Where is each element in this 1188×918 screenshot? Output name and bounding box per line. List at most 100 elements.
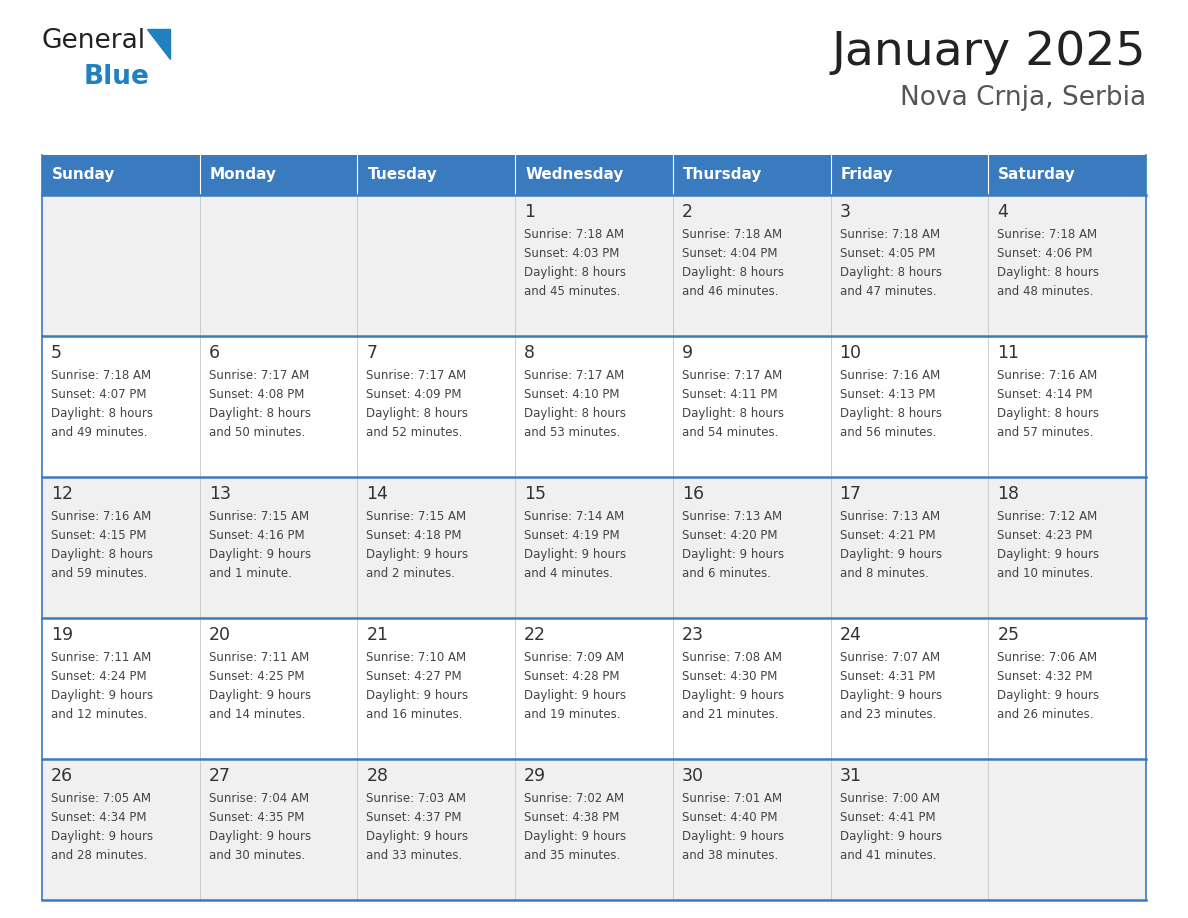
Text: 12: 12 xyxy=(51,485,72,503)
Text: Nova Crnja, Serbia: Nova Crnja, Serbia xyxy=(899,85,1146,111)
Text: 21: 21 xyxy=(366,626,388,644)
Bar xyxy=(830,477,988,618)
Text: General: General xyxy=(42,28,146,54)
Bar xyxy=(200,477,358,618)
Text: Sunrise: 7:18 AM
Sunset: 4:06 PM
Daylight: 8 hours
and 48 minutes.: Sunrise: 7:18 AM Sunset: 4:06 PM Dayligh… xyxy=(997,228,1099,298)
Bar xyxy=(200,618,358,759)
Bar xyxy=(672,759,830,900)
Bar xyxy=(672,195,830,336)
Bar xyxy=(42,759,200,900)
Text: Sunrise: 7:16 AM
Sunset: 4:15 PM
Daylight: 8 hours
and 59 minutes.: Sunrise: 7:16 AM Sunset: 4:15 PM Dayligh… xyxy=(51,510,153,580)
Text: 31: 31 xyxy=(840,767,861,785)
Text: 19: 19 xyxy=(51,626,74,644)
Text: Saturday: Saturday xyxy=(998,167,1076,183)
Text: 23: 23 xyxy=(682,626,703,644)
Bar xyxy=(516,155,672,195)
Text: Sunrise: 7:17 AM
Sunset: 4:09 PM
Daylight: 8 hours
and 52 minutes.: Sunrise: 7:17 AM Sunset: 4:09 PM Dayligh… xyxy=(366,369,468,439)
Bar xyxy=(988,195,1146,336)
Text: Sunrise: 7:18 AM
Sunset: 4:03 PM
Daylight: 8 hours
and 45 minutes.: Sunrise: 7:18 AM Sunset: 4:03 PM Dayligh… xyxy=(524,228,626,298)
Text: Sunrise: 7:11 AM
Sunset: 4:25 PM
Daylight: 9 hours
and 14 minutes.: Sunrise: 7:11 AM Sunset: 4:25 PM Dayligh… xyxy=(209,651,311,721)
Text: 8: 8 xyxy=(524,344,535,362)
Text: 16: 16 xyxy=(682,485,704,503)
Text: Sunrise: 7:18 AM
Sunset: 4:07 PM
Daylight: 8 hours
and 49 minutes.: Sunrise: 7:18 AM Sunset: 4:07 PM Dayligh… xyxy=(51,369,153,439)
Text: Sunrise: 7:12 AM
Sunset: 4:23 PM
Daylight: 9 hours
and 10 minutes.: Sunrise: 7:12 AM Sunset: 4:23 PM Dayligh… xyxy=(997,510,1099,580)
Text: Tuesday: Tuesday xyxy=(367,167,437,183)
Text: 15: 15 xyxy=(524,485,546,503)
Text: Sunrise: 7:15 AM
Sunset: 4:18 PM
Daylight: 9 hours
and 2 minutes.: Sunrise: 7:15 AM Sunset: 4:18 PM Dayligh… xyxy=(366,510,468,580)
Text: 3: 3 xyxy=(840,203,851,221)
Bar xyxy=(988,155,1146,195)
Text: Sunrise: 7:02 AM
Sunset: 4:38 PM
Daylight: 9 hours
and 35 minutes.: Sunrise: 7:02 AM Sunset: 4:38 PM Dayligh… xyxy=(524,792,626,862)
Bar xyxy=(516,618,672,759)
Bar xyxy=(672,618,830,759)
Text: January 2025: January 2025 xyxy=(832,30,1146,75)
Text: 30: 30 xyxy=(682,767,703,785)
Text: 9: 9 xyxy=(682,344,693,362)
Text: Sunrise: 7:17 AM
Sunset: 4:08 PM
Daylight: 8 hours
and 50 minutes.: Sunrise: 7:17 AM Sunset: 4:08 PM Dayligh… xyxy=(209,369,311,439)
Text: 1: 1 xyxy=(524,203,535,221)
Text: Sunrise: 7:06 AM
Sunset: 4:32 PM
Daylight: 9 hours
and 26 minutes.: Sunrise: 7:06 AM Sunset: 4:32 PM Dayligh… xyxy=(997,651,1099,721)
Bar xyxy=(516,477,672,618)
Text: Sunrise: 7:13 AM
Sunset: 4:21 PM
Daylight: 9 hours
and 8 minutes.: Sunrise: 7:13 AM Sunset: 4:21 PM Dayligh… xyxy=(840,510,942,580)
Text: Sunrise: 7:10 AM
Sunset: 4:27 PM
Daylight: 9 hours
and 16 minutes.: Sunrise: 7:10 AM Sunset: 4:27 PM Dayligh… xyxy=(366,651,468,721)
Text: Sunrise: 7:17 AM
Sunset: 4:11 PM
Daylight: 8 hours
and 54 minutes.: Sunrise: 7:17 AM Sunset: 4:11 PM Dayligh… xyxy=(682,369,784,439)
Text: Sunrise: 7:01 AM
Sunset: 4:40 PM
Daylight: 9 hours
and 38 minutes.: Sunrise: 7:01 AM Sunset: 4:40 PM Dayligh… xyxy=(682,792,784,862)
Bar xyxy=(200,155,358,195)
Text: 29: 29 xyxy=(524,767,546,785)
Bar xyxy=(516,195,672,336)
Text: 17: 17 xyxy=(840,485,861,503)
Bar xyxy=(42,155,200,195)
Bar xyxy=(988,477,1146,618)
Bar xyxy=(516,759,672,900)
Text: Sunrise: 7:07 AM
Sunset: 4:31 PM
Daylight: 9 hours
and 23 minutes.: Sunrise: 7:07 AM Sunset: 4:31 PM Dayligh… xyxy=(840,651,942,721)
Bar xyxy=(830,195,988,336)
Text: 4: 4 xyxy=(997,203,1009,221)
Text: Sunrise: 7:15 AM
Sunset: 4:16 PM
Daylight: 9 hours
and 1 minute.: Sunrise: 7:15 AM Sunset: 4:16 PM Dayligh… xyxy=(209,510,311,580)
Bar xyxy=(672,155,830,195)
Bar xyxy=(988,336,1146,477)
Text: 20: 20 xyxy=(209,626,230,644)
Text: Friday: Friday xyxy=(841,167,893,183)
Bar xyxy=(358,155,516,195)
Text: Sunrise: 7:04 AM
Sunset: 4:35 PM
Daylight: 9 hours
and 30 minutes.: Sunrise: 7:04 AM Sunset: 4:35 PM Dayligh… xyxy=(209,792,311,862)
Text: 27: 27 xyxy=(209,767,230,785)
Text: Sunrise: 7:05 AM
Sunset: 4:34 PM
Daylight: 9 hours
and 28 minutes.: Sunrise: 7:05 AM Sunset: 4:34 PM Dayligh… xyxy=(51,792,153,862)
Text: Sunrise: 7:08 AM
Sunset: 4:30 PM
Daylight: 9 hours
and 21 minutes.: Sunrise: 7:08 AM Sunset: 4:30 PM Dayligh… xyxy=(682,651,784,721)
Text: Sunrise: 7:16 AM
Sunset: 4:14 PM
Daylight: 8 hours
and 57 minutes.: Sunrise: 7:16 AM Sunset: 4:14 PM Dayligh… xyxy=(997,369,1099,439)
Bar xyxy=(200,759,358,900)
Bar xyxy=(358,759,516,900)
Bar xyxy=(516,336,672,477)
Text: Sunrise: 7:03 AM
Sunset: 4:37 PM
Daylight: 9 hours
and 33 minutes.: Sunrise: 7:03 AM Sunset: 4:37 PM Dayligh… xyxy=(366,792,468,862)
Text: 10: 10 xyxy=(840,344,861,362)
Text: 22: 22 xyxy=(524,626,546,644)
Bar xyxy=(830,759,988,900)
Text: Sunrise: 7:13 AM
Sunset: 4:20 PM
Daylight: 9 hours
and 6 minutes.: Sunrise: 7:13 AM Sunset: 4:20 PM Dayligh… xyxy=(682,510,784,580)
Bar xyxy=(42,195,200,336)
Text: Monday: Monday xyxy=(210,167,277,183)
Text: Sunrise: 7:16 AM
Sunset: 4:13 PM
Daylight: 8 hours
and 56 minutes.: Sunrise: 7:16 AM Sunset: 4:13 PM Dayligh… xyxy=(840,369,942,439)
Text: Sunrise: 7:09 AM
Sunset: 4:28 PM
Daylight: 9 hours
and 19 minutes.: Sunrise: 7:09 AM Sunset: 4:28 PM Dayligh… xyxy=(524,651,626,721)
Text: 6: 6 xyxy=(209,344,220,362)
Text: Sunrise: 7:14 AM
Sunset: 4:19 PM
Daylight: 9 hours
and 4 minutes.: Sunrise: 7:14 AM Sunset: 4:19 PM Dayligh… xyxy=(524,510,626,580)
Text: Sunrise: 7:00 AM
Sunset: 4:41 PM
Daylight: 9 hours
and 41 minutes.: Sunrise: 7:00 AM Sunset: 4:41 PM Dayligh… xyxy=(840,792,942,862)
Text: Sunrise: 7:17 AM
Sunset: 4:10 PM
Daylight: 8 hours
and 53 minutes.: Sunrise: 7:17 AM Sunset: 4:10 PM Dayligh… xyxy=(524,369,626,439)
Bar xyxy=(358,618,516,759)
Text: 25: 25 xyxy=(997,626,1019,644)
Polygon shape xyxy=(147,29,170,59)
Text: Sunrise: 7:11 AM
Sunset: 4:24 PM
Daylight: 9 hours
and 12 minutes.: Sunrise: 7:11 AM Sunset: 4:24 PM Dayligh… xyxy=(51,651,153,721)
Bar xyxy=(830,336,988,477)
Bar xyxy=(672,336,830,477)
Text: Sunrise: 7:18 AM
Sunset: 4:05 PM
Daylight: 8 hours
and 47 minutes.: Sunrise: 7:18 AM Sunset: 4:05 PM Dayligh… xyxy=(840,228,942,298)
Bar xyxy=(672,477,830,618)
Text: 18: 18 xyxy=(997,485,1019,503)
Text: Wednesday: Wednesday xyxy=(525,167,624,183)
Bar xyxy=(42,336,200,477)
Text: 26: 26 xyxy=(51,767,74,785)
Bar xyxy=(358,477,516,618)
Text: Thursday: Thursday xyxy=(683,167,763,183)
Bar xyxy=(200,336,358,477)
Bar xyxy=(42,618,200,759)
Bar xyxy=(830,618,988,759)
Text: 14: 14 xyxy=(366,485,388,503)
Text: 24: 24 xyxy=(840,626,861,644)
